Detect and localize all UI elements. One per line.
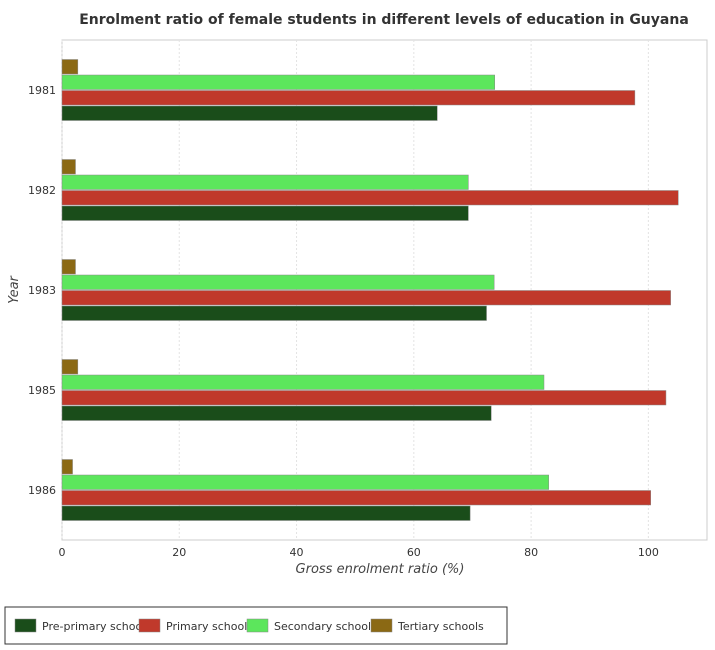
y-tick-label: 1985 xyxy=(28,384,56,397)
y-tick-label: 1982 xyxy=(28,184,56,197)
x-tick-label: 80 xyxy=(524,546,538,559)
bar-pre-primary-schools-1982 xyxy=(61,205,469,221)
bar-secondary-schools-1981 xyxy=(61,74,495,90)
chart-title: Enrolment ratio of female students in di… xyxy=(79,12,689,28)
bar-tertiary-schools-1982 xyxy=(61,159,76,175)
y-tick-label: 1986 xyxy=(28,484,56,497)
bar-primary-schools-1985 xyxy=(61,390,667,406)
y-tick-label: 1981 xyxy=(28,84,56,97)
x-tick-label: 0 xyxy=(59,546,66,559)
x-tick-label: 20 xyxy=(172,546,186,559)
legend-swatch xyxy=(14,618,37,633)
plot-frame xyxy=(61,39,708,541)
bar-tertiary-schools-1986 xyxy=(61,459,73,475)
legend-swatch xyxy=(370,618,393,633)
bar-primary-schools-1981 xyxy=(61,90,636,106)
legend-swatch xyxy=(246,618,269,633)
bar-primary-schools-1982 xyxy=(61,190,679,206)
bar-secondary-schools-1985 xyxy=(61,374,545,390)
bar-primary-schools-1986 xyxy=(61,490,651,506)
bar-pre-primary-schools-1986 xyxy=(61,505,471,521)
bar-tertiary-schools-1985 xyxy=(61,359,79,375)
bar-pre-primary-schools-1981 xyxy=(61,105,438,121)
plot-area: 0 20 40 60 80 100 1981 1982 1983 1985 1986 xyxy=(28,39,708,559)
bar-secondary-schools-1983 xyxy=(61,274,495,290)
bar-tertiary-schools-1981 xyxy=(61,59,79,75)
y-axis-label: Year xyxy=(7,274,22,303)
x-tick-label: 60 xyxy=(407,546,421,559)
bar-pre-primary-schools-1985 xyxy=(61,405,492,421)
bar-primary-schools-1983 xyxy=(61,290,671,306)
y-tick-label: 1983 xyxy=(28,284,56,297)
bar-secondary-schools-1986 xyxy=(61,474,549,490)
legend-swatch xyxy=(138,618,161,633)
bar-tertiary-schools-1983 xyxy=(61,259,76,275)
legend-label: Tertiary schools xyxy=(397,620,484,633)
x-tick-label: 40 xyxy=(290,546,304,559)
legend-label: Pre-primary schools xyxy=(42,620,151,633)
legend: Pre-primary schools Primary schools Second… xyxy=(4,606,508,645)
x-tick-label: 100 xyxy=(638,546,659,559)
bar-secondary-schools-1982 xyxy=(61,174,469,190)
x-axis-label: Gross enrolment ratio (%) xyxy=(296,562,465,577)
legend-label: Primary schools xyxy=(166,620,253,633)
bar-pre-primary-schools-1983 xyxy=(61,305,487,321)
legend-label: Secondary schools xyxy=(274,620,377,633)
